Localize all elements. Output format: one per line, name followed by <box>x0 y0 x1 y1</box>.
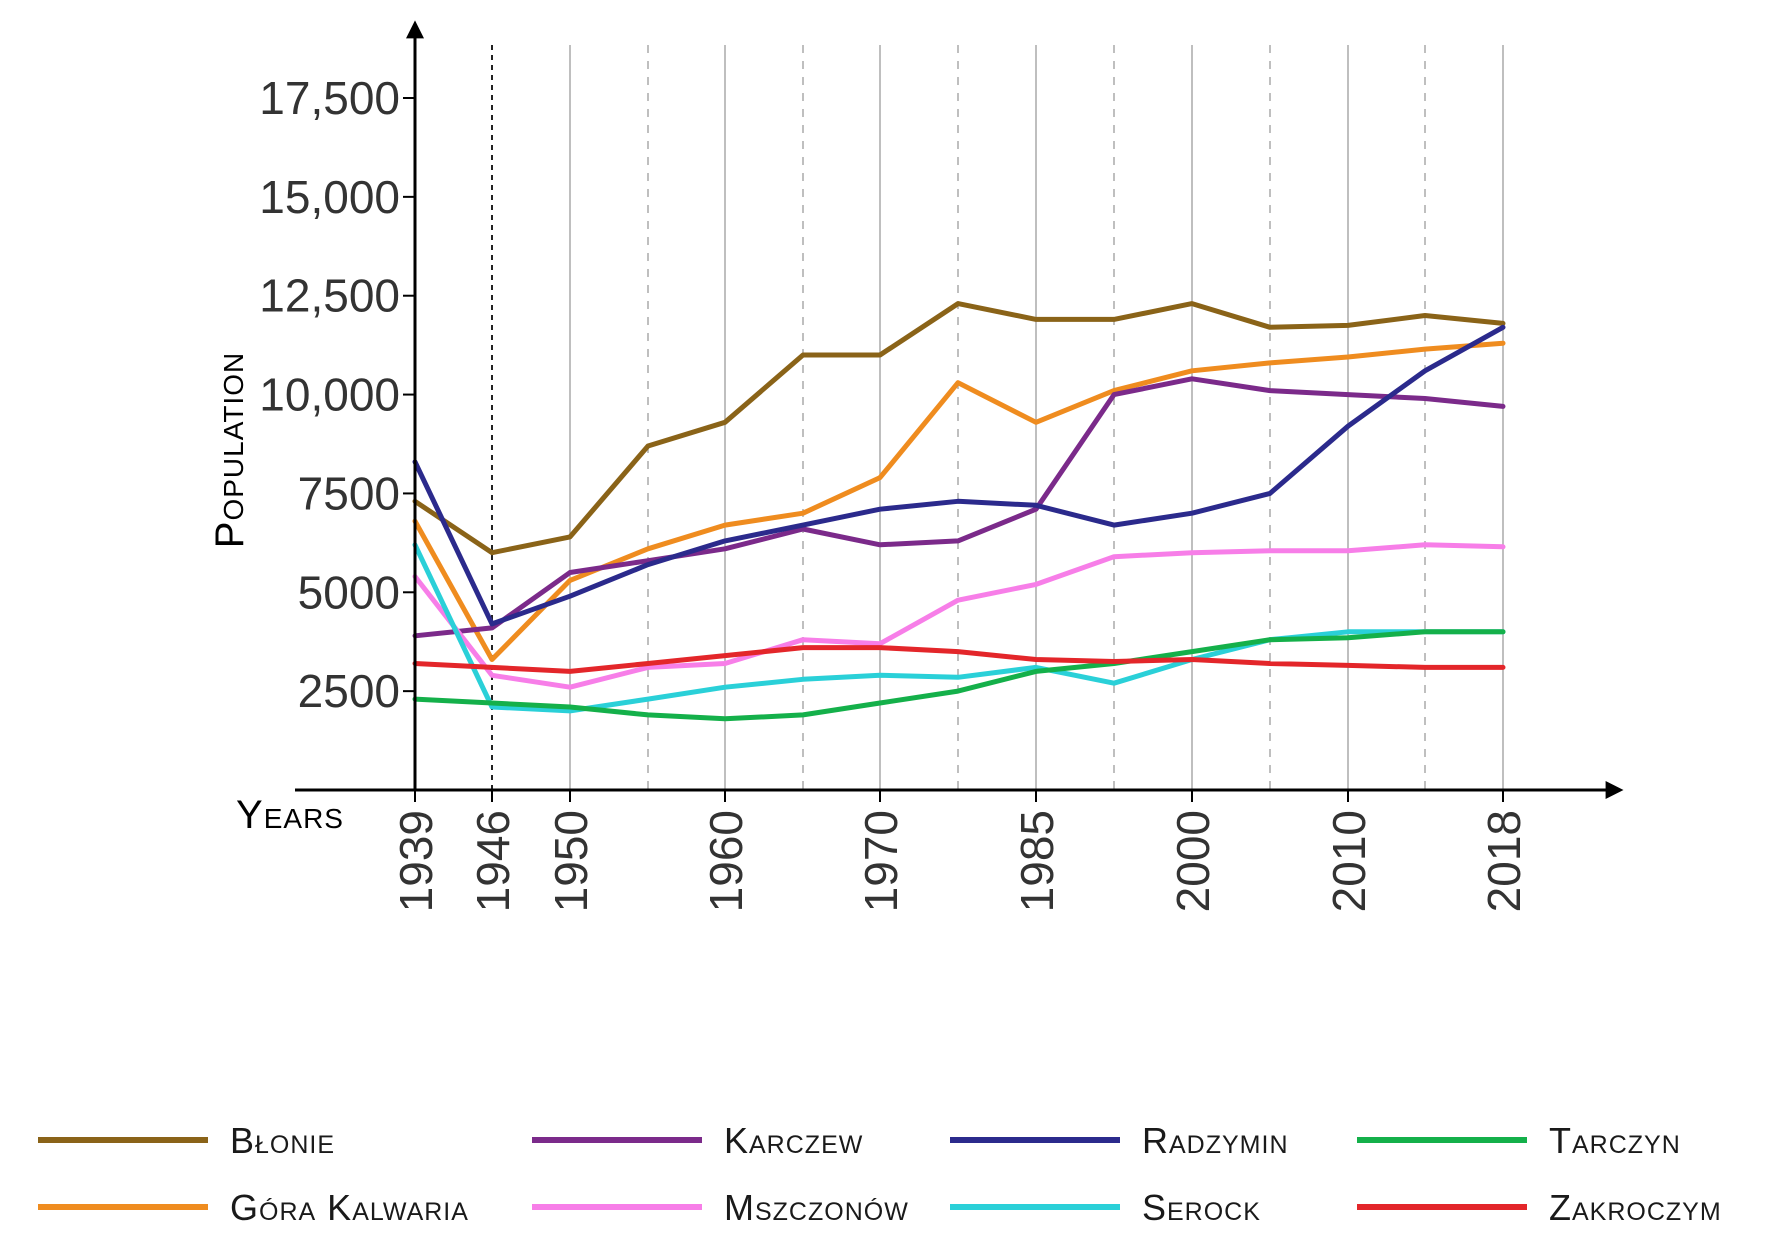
y-tick-label: 2500 <box>298 665 400 717</box>
x-tick-label: 2010 <box>1323 810 1375 912</box>
x-tick-label: 1985 <box>1011 810 1063 912</box>
x-tick-label: 2000 <box>1167 810 1219 912</box>
x-tick-label: 1950 <box>545 810 597 912</box>
series-line-radzymin <box>412 324 1506 627</box>
series-line-zakroczym <box>412 645 1506 674</box>
series-line-serock <box>412 542 1506 714</box>
legend-label-g-ra-kalwaria: Góra Kalwaria <box>230 1187 469 1228</box>
y-axis-title: Population <box>208 352 252 548</box>
y-tick-label: 7500 <box>298 467 400 519</box>
y-tick-label: 15,000 <box>259 171 400 223</box>
legend: Błonie Góra Kalwaria Karczew Mszczonów Radzy… <box>38 1120 1722 1228</box>
series-line-karczew <box>412 376 1506 639</box>
x-tick-label: 2018 <box>1478 810 1530 912</box>
x-ticks: 1939 1946 1950 1960 1970 1985 2000 2010 2018 <box>390 790 1530 912</box>
legend-label-mszczon-w: Mszczonów <box>724 1187 909 1228</box>
x-axis-title: Years <box>236 793 344 837</box>
x-tick-label: 1960 <box>700 810 752 912</box>
x-tick-label: 1939 <box>390 810 442 912</box>
series-line-tarczyn <box>412 629 1506 722</box>
y-tick-label: 10,000 <box>259 369 400 421</box>
series-lines <box>412 301 1506 722</box>
legend-label-radzymin: Radzymin <box>1142 1120 1289 1161</box>
y-tick-label: 5000 <box>298 566 400 618</box>
legend-label-zakroczym: Zakroczym <box>1549 1187 1722 1228</box>
legend-label-karczew: Karczew <box>724 1120 863 1161</box>
y-tick-label: 12,500 <box>259 270 400 322</box>
y-tick-label: 17,500 <box>259 72 400 124</box>
axes <box>295 20 1624 799</box>
grid-lines <box>491 45 1504 790</box>
legend-label-tarczyn: Tarczyn <box>1549 1120 1681 1161</box>
series-line-b-onie <box>412 301 1506 556</box>
legend-label-serock: Serock <box>1142 1187 1261 1228</box>
y-ticks: 2500 5000 7500 10,000 12,500 15,000 17,500 <box>259 72 415 717</box>
x-tick-label: 1946 <box>467 810 519 912</box>
legend-label-b-onie: Błonie <box>230 1120 335 1161</box>
x-tick-label: 1970 <box>855 810 907 912</box>
series-line-mszczon-w <box>412 542 1506 690</box>
